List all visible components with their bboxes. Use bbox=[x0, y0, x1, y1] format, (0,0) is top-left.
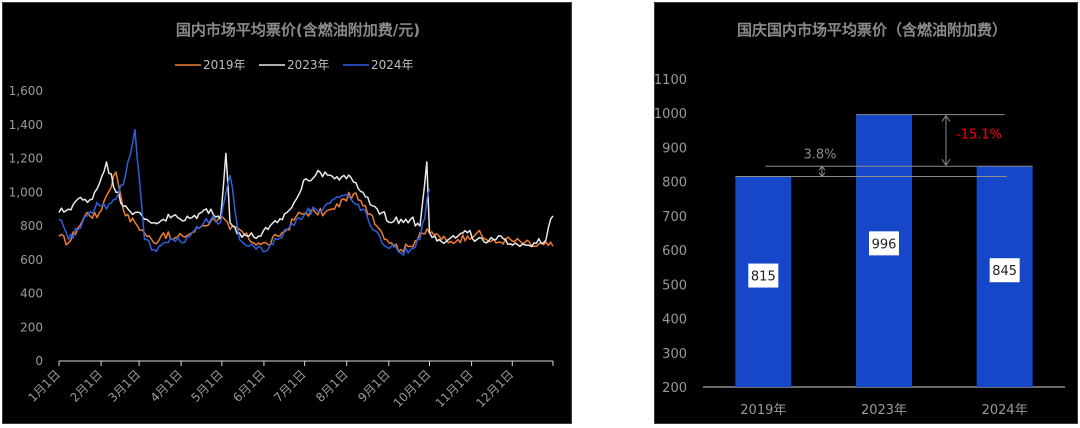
x-tick-label: 3月1日 bbox=[106, 367, 144, 405]
line-chart: 国内市场平均票价(含燃油附加费/元) 2019年 2023年 2024年 0 200 400… bbox=[9, 21, 554, 410]
x-tick-label: 2024年 bbox=[982, 403, 1028, 418]
y-tick-label: 1,200 bbox=[9, 152, 43, 166]
y-tick-label: 1100 bbox=[655, 73, 687, 88]
arrow-head bbox=[818, 165, 826, 171]
x-tick-label: 2023年 bbox=[861, 403, 907, 418]
y-tick-label: 1,600 bbox=[9, 84, 43, 98]
y-tick-label: 800 bbox=[662, 176, 687, 191]
y-tick-label: 600 bbox=[662, 244, 687, 259]
y-tick-label: 200 bbox=[20, 320, 43, 334]
x-tick-label: 7月1日 bbox=[271, 367, 309, 405]
data-label-bg bbox=[989, 258, 1020, 283]
y-tick-label: 800 bbox=[20, 219, 43, 233]
y-tick-label: 400 bbox=[20, 287, 43, 301]
x-tick-label: 8月1日 bbox=[313, 367, 351, 405]
bar-chart: 国庆国内市场平均票价（含燃油附加费） 200 300 400 500 600 700 800 9… bbox=[654, 21, 1065, 418]
y-tick-label: 500 bbox=[662, 278, 687, 293]
x-tick-label: 9月1日 bbox=[355, 367, 393, 405]
data-label-box: 996 bbox=[869, 231, 899, 256]
data-label-bg bbox=[869, 231, 899, 256]
x-tick-label: 10月1日 bbox=[391, 367, 434, 410]
arrow-head bbox=[941, 158, 951, 167]
y-tick-label: 0 bbox=[35, 354, 43, 368]
data-label: 996 bbox=[872, 237, 897, 252]
y-tick-label: 400 bbox=[662, 313, 687, 328]
legend-item: 2019年 bbox=[175, 58, 246, 72]
x-tick-label: 2月1日 bbox=[68, 367, 106, 405]
legend-label: 2019年 bbox=[203, 58, 246, 72]
y-tick-label: 900 bbox=[662, 141, 687, 156]
legend-label: 2024年 bbox=[371, 58, 414, 72]
data-label-box: 845 bbox=[989, 258, 1020, 283]
x-tick-label: 6月1日 bbox=[230, 367, 268, 405]
y-tick-label: 200 bbox=[662, 381, 687, 396]
chart-title: 国内市场平均票价(含燃油附加费/元) bbox=[176, 21, 420, 39]
x-tick-label: 5月1日 bbox=[188, 367, 226, 405]
annotation-change-2019-2024: 3.8% bbox=[803, 147, 836, 162]
y-tick-label: 600 bbox=[20, 253, 43, 267]
x-tick-label: 1月1日 bbox=[25, 367, 63, 405]
data-label-box: 815 bbox=[748, 263, 779, 288]
x-tick-label: 11月1日 bbox=[433, 367, 476, 410]
x-tick-label: 4月1日 bbox=[148, 367, 186, 405]
y-tick-label: 300 bbox=[662, 347, 687, 362]
annotation-change-2023-2024: -15.1% bbox=[956, 127, 1002, 142]
series-line-2024年 bbox=[58, 129, 431, 256]
legend-label: 2023年 bbox=[287, 58, 330, 72]
y-tick-label: 700 bbox=[662, 210, 687, 225]
line-chart-panel: 国内市场平均票价(含燃油附加费/元) 2019年 2023年 2024年 0 200 400… bbox=[2, 2, 572, 424]
data-label: 845 bbox=[992, 264, 1017, 279]
y-tick-label: 1,000 bbox=[9, 185, 43, 199]
x-tick-label: 12月1日 bbox=[473, 367, 516, 410]
legend-item: 2023年 bbox=[259, 58, 330, 72]
series-line-2023年 bbox=[58, 152, 554, 248]
arrow-head bbox=[941, 114, 951, 122]
chart-title: 国庆国内市场平均票价（含燃油附加费） bbox=[737, 21, 1007, 39]
x-tick-label: 2019年 bbox=[740, 403, 786, 418]
data-label-bg bbox=[748, 263, 779, 288]
data-label: 815 bbox=[751, 270, 776, 285]
bar-chart-panel: 国庆国内市场平均票价（含燃油附加费） 200 300 400 500 600 700 800 9… bbox=[654, 2, 1078, 424]
y-tick-label: 1000 bbox=[655, 107, 687, 122]
legend-item: 2024年 bbox=[343, 58, 414, 72]
y-tick-label: 1,400 bbox=[9, 118, 43, 132]
arrow-head bbox=[818, 172, 826, 178]
